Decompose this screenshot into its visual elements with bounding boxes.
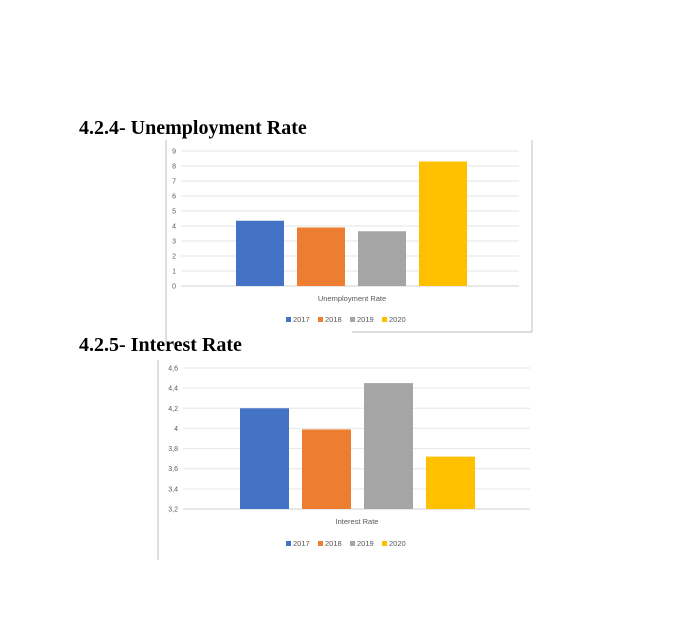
legend-swatch-2018 [318,541,323,546]
unemployment-heading: 4.2.4- Unemployment Rate [79,117,307,139]
legend-label-2020: 2020 [389,539,406,548]
legend-swatch-2019 [350,317,355,322]
y-tick-label: 4,2 [168,406,178,413]
legend-swatch-2019 [350,541,355,546]
y-tick-label: 4,4 [168,386,178,393]
bar-2017 [236,220,284,286]
bar-2020 [426,456,475,509]
bar-2017 [240,408,289,509]
legend-swatch-2020 [382,317,387,322]
x-axis-label: Unemployment Rate [318,294,386,303]
bar-2020 [419,161,467,286]
legend-swatch-2017 [286,541,291,546]
bar-2019 [364,383,413,509]
interest-heading: 4.2.5- Interest Rate [79,334,242,356]
legend-label-2019: 2019 [357,539,374,548]
y-tick-label: 3,6 [168,466,178,473]
legend-label-2017: 2017 [293,315,310,324]
y-tick-label: 1 [172,269,176,276]
legend-label-2019: 2019 [357,315,374,324]
y-tick-label: 4 [174,426,178,433]
y-tick-label: 8 [172,164,176,171]
bar-2018 [297,227,345,286]
y-tick-label: 4 [172,224,176,231]
y-tick-label: 3,2 [168,507,178,514]
y-tick-label: 0 [172,284,176,291]
legend-label-2018: 2018 [325,539,342,548]
y-tick-label: 5 [172,209,176,216]
y-tick-label: 4,6 [168,366,178,373]
bar-2019 [358,231,406,286]
y-tick-label: 6 [172,194,176,201]
legend-swatch-2018 [318,317,323,322]
legend-swatch-2020 [382,541,387,546]
y-tick-label: 9 [172,149,176,156]
y-tick-label: 3,4 [168,486,178,493]
y-tick-label: 3,8 [168,446,178,453]
y-tick-label: 3 [172,239,176,246]
legend-label-2020: 2020 [389,315,406,324]
x-axis-label: Interest Rate [336,517,379,526]
y-tick-label: 7 [172,179,176,186]
legend-label-2018: 2018 [325,315,342,324]
bar-2018 [302,429,351,509]
y-tick-label: 2 [172,254,176,261]
legend-label-2017: 2017 [293,539,310,548]
legend-swatch-2017 [286,317,291,322]
